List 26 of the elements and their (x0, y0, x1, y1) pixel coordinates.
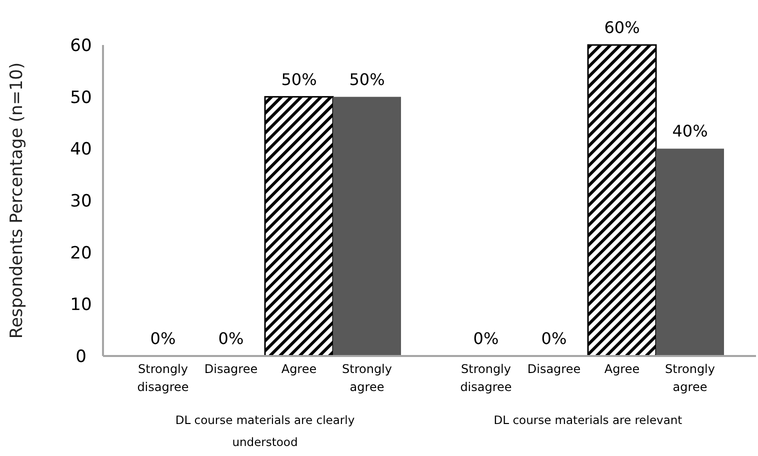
x-tick-label: Disagree (527, 362, 581, 376)
data-label: 50% (281, 70, 317, 89)
x-tick-label: Strongly disagree (460, 362, 512, 394)
y-tick-label: 60 (70, 36, 92, 56)
x-tick-label: Agree (604, 362, 640, 376)
data-label: 50% (349, 70, 385, 89)
x-tick-label: Strongly agree (665, 362, 715, 394)
x-tick-label: Agree (281, 362, 317, 376)
y-tick-label: 50 (70, 88, 92, 108)
x-tick-label: Disagree (204, 362, 258, 376)
y-tick-label: 0 (76, 346, 86, 367)
data-label: 0% (218, 329, 244, 348)
x-tick-label: Strongly agree (342, 362, 392, 394)
y-tick-label: 20 (70, 243, 92, 264)
y-tick-label: 30 (70, 191, 92, 212)
y-tick-label: 10 (70, 295, 92, 316)
data-label: 0% (150, 329, 176, 348)
x-tick-label: Strongly disagree (137, 362, 189, 394)
data-label: 0% (473, 329, 499, 348)
y-axis-title: Respondents Percentage (n=10) (7, 62, 27, 339)
data-label: 40% (672, 122, 708, 141)
data-label: 60% (604, 18, 640, 37)
text: DL course materials are clearly understood (175, 413, 355, 449)
y-tick-label: 40 (70, 140, 92, 160)
text: DL course materials are relevant (494, 413, 683, 427)
data-label: 0% (541, 329, 567, 348)
